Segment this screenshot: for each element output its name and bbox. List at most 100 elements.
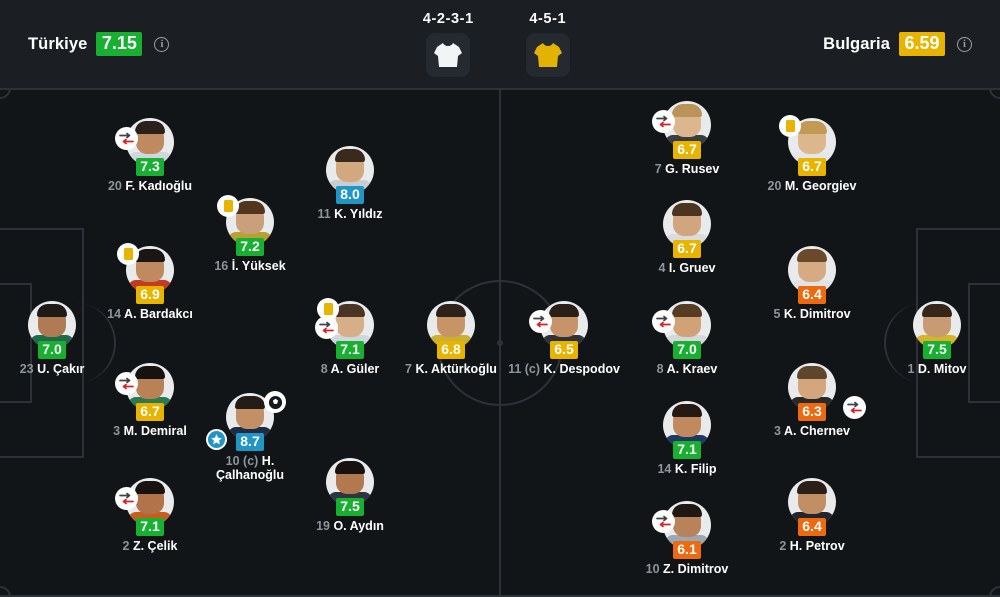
player-name: 7 G. Rusev [654, 162, 720, 176]
substitution-icon [119, 492, 134, 505]
away-jersey-tile [525, 33, 570, 77]
player-rating: 7.0 [38, 341, 66, 359]
avatar-hair [436, 304, 466, 317]
jersey-icon [434, 43, 463, 67]
player-card[interactable]: 7.1 8 A. Güler [290, 298, 410, 376]
info-icon[interactable]: i [154, 36, 170, 52]
avatar-hair [135, 249, 165, 262]
player-number: 16 [214, 259, 229, 273]
player-name: 11 K. Yıldız [317, 207, 383, 221]
player-number: 2 [122, 539, 130, 553]
player-rating: 7.0 [673, 341, 701, 359]
player-rating: 6.3 [798, 403, 826, 421]
player-rating: 6.7 [673, 141, 701, 159]
avatar [28, 301, 76, 349]
player-name: 11 (c) K. Despodov [508, 362, 620, 376]
substitution-icon [115, 372, 138, 395]
player-card[interactable]: 6.9 14 A. Bardakcı [90, 243, 210, 321]
home-formation[interactable]: 4-2-3-1 [423, 11, 474, 77]
substitution-icon [119, 132, 134, 145]
away-team-block[interactable]: Bulgaria 6.59 i [795, 32, 1000, 56]
substitution-icon [652, 510, 675, 533]
player-number: 11 (c) [508, 362, 541, 376]
player-card[interactable]: 7.5 19 O. Aydın [290, 458, 410, 533]
avatar [663, 401, 711, 449]
player-card[interactable]: 7.0 8 A. Kraev [627, 301, 747, 376]
avatar-hair [37, 304, 67, 317]
player-card[interactable]: 6.8 7 K. Aktürkoğlu [391, 301, 511, 376]
player-card[interactable]: 6.3 3 A. Chernev [752, 363, 872, 438]
away-formation-label: 4-5-1 [529, 11, 567, 27]
player-card[interactable]: 7.1 2 Z. Çelik [90, 478, 210, 553]
player-card[interactable]: 7.2 16 İ. Yüksek [190, 195, 310, 273]
pitch-corner-top-right [989, 88, 1000, 99]
substitution-icon [656, 515, 671, 528]
player-avatar-wrap [28, 301, 76, 349]
avatar-hair [235, 396, 265, 409]
info-icon[interactable]: i [957, 36, 972, 52]
player-number: 3 [113, 424, 121, 438]
player-card[interactable]: 8.0 11 K. Yıldız [290, 146, 410, 221]
home-formation-label: 4-2-3-1 [422, 11, 474, 27]
player-number: 19 [316, 519, 330, 533]
player-name: 7 K. Aktürkoğlu [405, 362, 497, 376]
player-card[interactable]: 7.5 1 D. Mitov [877, 301, 997, 376]
substitution-icon [315, 316, 338, 339]
player-number: 10 (c) [225, 454, 259, 468]
player-avatar-wrap [663, 401, 711, 449]
player-card[interactable]: 6.4 2 H. Petrov [752, 478, 872, 553]
yellow-card-icon [317, 298, 339, 320]
player-card[interactable]: 8.7 10 (c) H. Çalhanoğlu [190, 391, 310, 482]
avatar-hair [672, 404, 702, 417]
home-team-rating: 7.15 [96, 32, 143, 56]
home-team-name: Türkiye [28, 34, 88, 53]
away-formation[interactable]: 4-5-1 [525, 11, 570, 77]
player-number: 4 [658, 261, 666, 275]
pitch-corner-top-left [0, 88, 11, 99]
player-card[interactable]: 6.7 20 M. Georgiev [752, 115, 872, 193]
player-name: 2 Z. Çelik [122, 539, 178, 553]
substitution-icon [115, 127, 138, 150]
player-rating: 6.4 [798, 286, 826, 304]
player-rating: 6.1 [673, 541, 701, 559]
substitution-icon [656, 115, 671, 128]
player-card[interactable]: 6.4 5 K. Dimitrov [752, 246, 872, 321]
avatar-hair [335, 461, 365, 474]
player-avatar-wrap [652, 301, 711, 349]
player-number: 10 [645, 562, 660, 576]
player-number: 14 [657, 462, 672, 476]
player-rating: 7.5 [336, 498, 364, 516]
player-card[interactable]: 6.7 3 M. Demiral [90, 363, 210, 438]
player-card[interactable]: 6.7 7 G. Rusev [627, 101, 747, 176]
player-rating: 6.7 [798, 158, 826, 176]
substitution-icon [319, 321, 334, 334]
player-name: 20 F. Kadıoğlu [107, 179, 193, 193]
avatar-hair [235, 201, 265, 214]
player-rating: 6.8 [437, 341, 465, 359]
away-team-rating: 6.59 [899, 32, 945, 56]
player-number: 20 [767, 179, 782, 193]
player-card[interactable]: 7.3 20 F. Kadıoğlu [90, 118, 210, 193]
player-name: 1 D. Mitov [907, 362, 967, 376]
avatar-hair [797, 249, 827, 262]
player-number: 14 [107, 307, 122, 321]
player-number: 2 [779, 539, 787, 553]
player-card[interactable]: 7.0 23 U. Çakır [0, 301, 112, 376]
substitution-icon [652, 310, 675, 333]
avatar-hair [335, 304, 365, 317]
jersey-icon [533, 43, 562, 67]
player-card[interactable]: 7.1 14 K. Filip [627, 401, 747, 476]
home-team-block[interactable]: Türkiye 7.15 i [0, 32, 197, 56]
substitution-icon [115, 487, 138, 510]
player-name: 3 A. Chernev [774, 424, 850, 438]
player-card[interactable]: 6.1 10 Z. Dimitrov [627, 501, 747, 576]
player-card[interactable]: 6.5 11 (c) K. Despodov [504, 301, 624, 376]
substitution-icon [652, 110, 675, 133]
player-card[interactable]: 6.7 4 I. Gruev [627, 200, 747, 275]
player-name: 20 M. Georgiev [767, 179, 857, 193]
yellow-card-icon [117, 243, 139, 265]
goal-ball-icon [268, 395, 282, 409]
yellow-card-icon [217, 195, 239, 217]
player-avatar-wrap [788, 363, 866, 419]
player-number: 7 [654, 162, 662, 176]
